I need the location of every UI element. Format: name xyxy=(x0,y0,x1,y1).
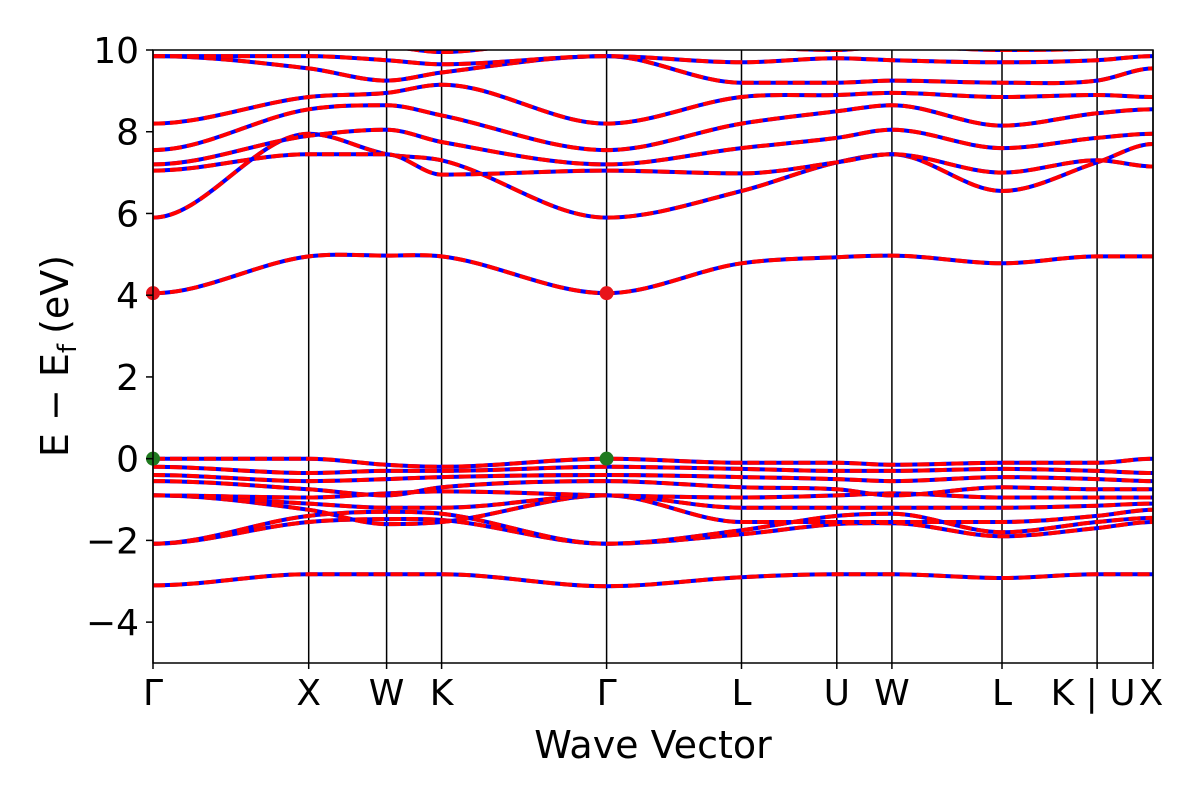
band-line-spin-down xyxy=(153,493,1153,527)
x-tick-label: W xyxy=(369,673,405,714)
band-line-spin-down xyxy=(153,509,1153,546)
y-tick-label: 2 xyxy=(116,358,139,399)
x-tick-label: U xyxy=(824,673,850,714)
band-line-spin-down xyxy=(153,572,1153,589)
band-line-spin-down xyxy=(153,489,1153,500)
band-line-spin-down xyxy=(153,464,1153,476)
cbm-marker xyxy=(599,286,614,301)
band-line-spin-down xyxy=(153,127,1153,167)
x-tick-label: L xyxy=(731,673,751,714)
x-axis-title: Wave Vector xyxy=(534,723,772,767)
band-line-spin-down xyxy=(153,82,1153,126)
y-axis-title-main: E − E xyxy=(33,353,77,457)
x-tick-label: Γ xyxy=(597,673,617,714)
y-axis-title-subscript: f xyxy=(53,343,83,353)
x-tick-label: X xyxy=(1139,673,1164,714)
band-line-spin-down xyxy=(153,252,1153,296)
x-tick-label: Γ xyxy=(143,673,163,714)
y-tick-label: −2 xyxy=(86,521,139,562)
band-line-spin-down xyxy=(153,493,1153,510)
x-tick-label: X xyxy=(296,673,321,714)
plot-frame xyxy=(152,49,1154,664)
band-line-spin-down xyxy=(153,54,1153,86)
y-axis-title-unit: (eV) xyxy=(33,255,77,334)
y-tick-label: 8 xyxy=(116,113,139,154)
x-tick-label: K xyxy=(430,673,455,714)
y-tick-label: 10 xyxy=(93,31,139,72)
band-line-spin-down xyxy=(153,479,1153,498)
band-line-spin-down xyxy=(153,472,1153,484)
x-tick-label: L xyxy=(992,673,1012,714)
y-tick-label: −4 xyxy=(86,603,139,644)
band-line-spin-down xyxy=(153,152,1153,177)
band-line-spin-down xyxy=(153,54,1153,67)
band-line-spin-down xyxy=(153,456,1153,469)
x-tick-label: W xyxy=(874,673,910,714)
vbm-marker xyxy=(599,451,614,466)
band-line-spin-down xyxy=(153,131,1153,220)
y-tick-label: 4 xyxy=(116,276,139,317)
y-tick-label: 6 xyxy=(116,194,139,235)
x-tick-label: K | U xyxy=(1051,673,1136,714)
y-axis-title: E − Ef (eV) xyxy=(33,255,83,457)
y-tick-label: 0 xyxy=(116,440,139,481)
bands xyxy=(153,50,1153,589)
plot-background xyxy=(153,50,1153,663)
y-axis: −4 −2 0 2 4 6 8 10 xyxy=(86,31,153,644)
band-line-spin-down xyxy=(153,103,1153,153)
